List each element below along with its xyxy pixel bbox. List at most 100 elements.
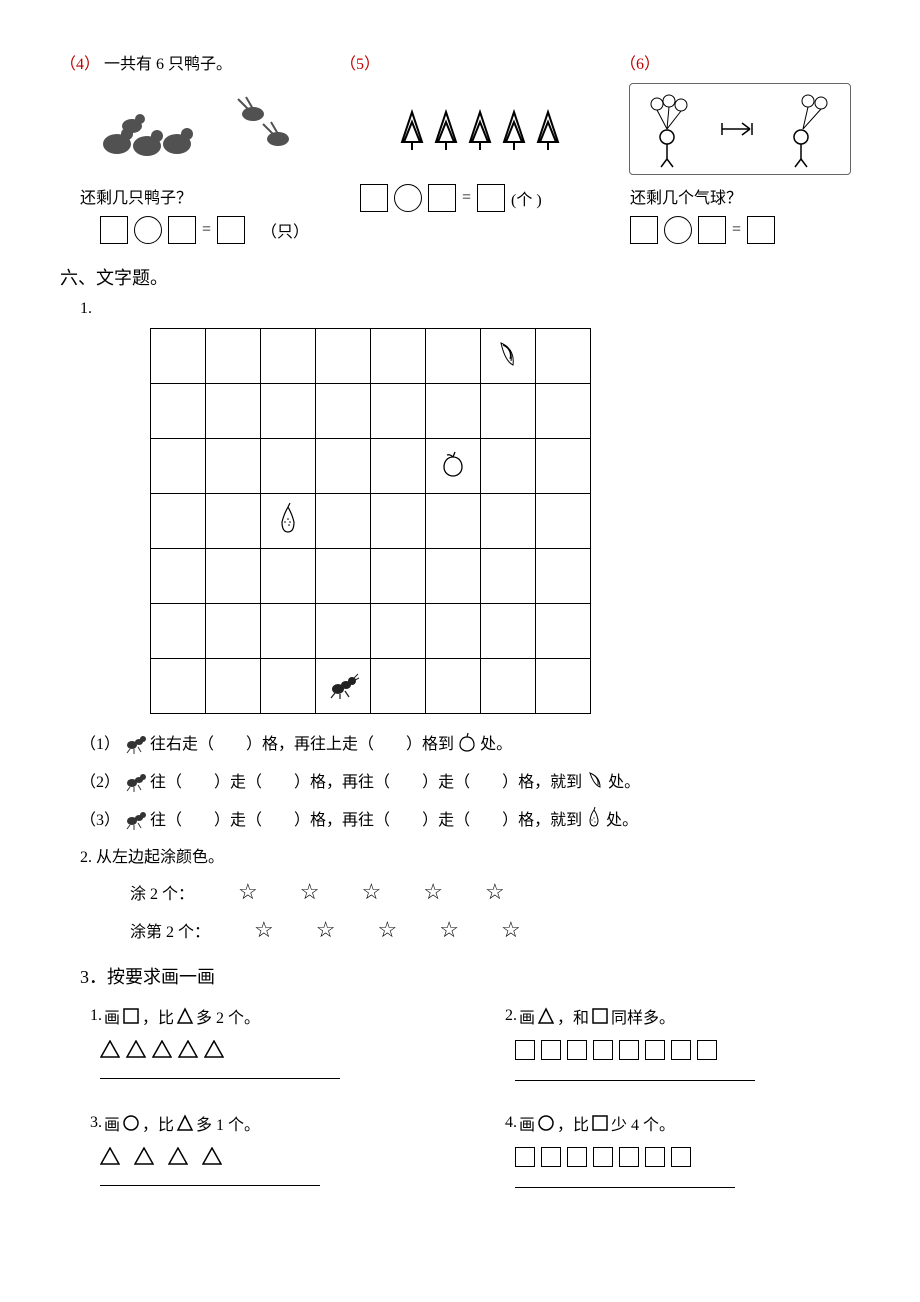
answer-box[interactable] (630, 216, 658, 244)
operator-circle[interactable] (394, 184, 422, 212)
answer-box[interactable] (428, 184, 456, 212)
star-icon[interactable]: ☆ (423, 879, 443, 905)
q3-title: 3．按要求画一画 (80, 963, 860, 989)
triangle-icon (168, 1147, 188, 1165)
triangle-icon (202, 1147, 222, 1165)
square-icon (619, 1040, 639, 1060)
circle-icon (122, 1114, 140, 1132)
answer-line[interactable] (515, 1185, 735, 1188)
question-3: 3．按要求画一画 1. 画 ，比 多 2 个。 2. 画 (80, 963, 860, 1188)
shape-row (515, 1147, 860, 1167)
subq-text: ）走（ (214, 768, 262, 792)
balloons-illustration (620, 84, 860, 174)
problem-6-number: （6） (620, 56, 660, 73)
grid-cell (426, 604, 481, 659)
square-icon (593, 1040, 613, 1060)
problem-4-question: 还剩几只鸭子？ (80, 184, 340, 208)
grid-cell (261, 549, 316, 604)
star-icon[interactable]: ☆ (238, 879, 258, 905)
grid-cell (206, 549, 261, 604)
grid-cell (151, 659, 206, 714)
star-icon[interactable]: ☆ (316, 917, 336, 943)
grid-cell (316, 549, 371, 604)
grid-cell (536, 659, 591, 714)
subq-text: 处。 (480, 730, 512, 754)
star-icon[interactable]: ☆ (377, 917, 397, 943)
operator-circle[interactable] (134, 216, 162, 244)
triangle-icon (176, 1007, 194, 1025)
grid-cell (371, 549, 426, 604)
child-balloons-icon (773, 89, 843, 169)
grid-cell (151, 549, 206, 604)
answer-line[interactable] (100, 1183, 320, 1186)
grid-cell (206, 329, 261, 384)
tree-icon (397, 107, 427, 152)
subq-text: ）格，就到 (502, 768, 582, 792)
answer-box[interactable] (698, 216, 726, 244)
shape-row (100, 1147, 445, 1165)
grid-cell (371, 384, 426, 439)
operator-circle[interactable] (664, 216, 692, 244)
subq-text: ）走（ (422, 768, 470, 792)
stars-label: 涂第 2 个： (130, 918, 210, 942)
item-text: 画 (519, 1004, 535, 1028)
triangle-icon (134, 1147, 154, 1165)
star-icon[interactable]: ☆ (439, 917, 459, 943)
triangle-icon (176, 1114, 194, 1132)
grid-cell (206, 439, 261, 494)
subq-text: 处。 (608, 768, 640, 792)
draw-item-1: 1. 画 ，比 多 2 个。 (90, 1004, 445, 1081)
answer-line[interactable] (515, 1078, 755, 1081)
grid-cell (316, 439, 371, 494)
star-icon[interactable]: ☆ (300, 879, 320, 905)
answer-box[interactable] (217, 216, 245, 244)
grid-cell (426, 384, 481, 439)
stars-row-1: 涂 2 个： ☆ ☆ ☆ ☆ ☆ (130, 879, 860, 905)
grid-cell (151, 384, 206, 439)
grid-cell (426, 659, 481, 714)
grid-cell (536, 549, 591, 604)
item-text: 多 1 个。 (196, 1111, 260, 1135)
tree-icon (499, 107, 529, 152)
star-icon[interactable]: ☆ (501, 917, 521, 943)
ant-icon (122, 805, 148, 831)
answer-box[interactable] (100, 216, 128, 244)
grid-cell (536, 604, 591, 659)
ducks-illustration (60, 84, 340, 174)
star-icon[interactable]: ☆ (485, 879, 505, 905)
ant-icon (326, 669, 360, 699)
problem-4-text: 一共有 6 只鸭子。 (104, 56, 232, 73)
square-icon (541, 1040, 561, 1060)
answer-box[interactable] (477, 184, 505, 212)
shape-row (515, 1040, 860, 1060)
grid-cell (536, 494, 591, 549)
grid-cell (316, 384, 371, 439)
star-icon[interactable]: ☆ (254, 917, 274, 943)
subq-text: 往（ (150, 806, 182, 830)
square-icon (671, 1040, 691, 1060)
item-text: 画 (104, 1004, 120, 1028)
problem-4-number: （4） (60, 56, 100, 73)
answer-box[interactable] (747, 216, 775, 244)
answer-line[interactable] (100, 1076, 340, 1079)
grid-cell (151, 329, 206, 384)
problem-4: （4） 一共有 6 只鸭子。 还剩几只鸭子？ (60, 50, 340, 244)
item-text: 画 (519, 1111, 535, 1135)
subq-text: 往（ (150, 768, 182, 792)
grid-cell (481, 604, 536, 659)
tree-icon (465, 107, 495, 152)
answer-box[interactable] (360, 184, 388, 212)
banana-icon (493, 339, 523, 369)
grid-cell (481, 439, 536, 494)
problem-4-header: （4） 一共有 6 只鸭子。 (60, 50, 340, 74)
star-icon[interactable]: ☆ (361, 879, 381, 905)
item-num: 1. (90, 1007, 102, 1025)
subq-text: ）格到 (406, 730, 454, 754)
problem-6-question: 还剩几个气球？ (630, 184, 860, 208)
item-text: ，比 (142, 1111, 174, 1135)
problem-4-equation: = （只） (100, 216, 340, 244)
answer-box[interactable] (168, 216, 196, 244)
problem-5-number: （5） (340, 56, 380, 73)
item-text: 画 (104, 1111, 120, 1135)
tree-icon (533, 107, 563, 152)
